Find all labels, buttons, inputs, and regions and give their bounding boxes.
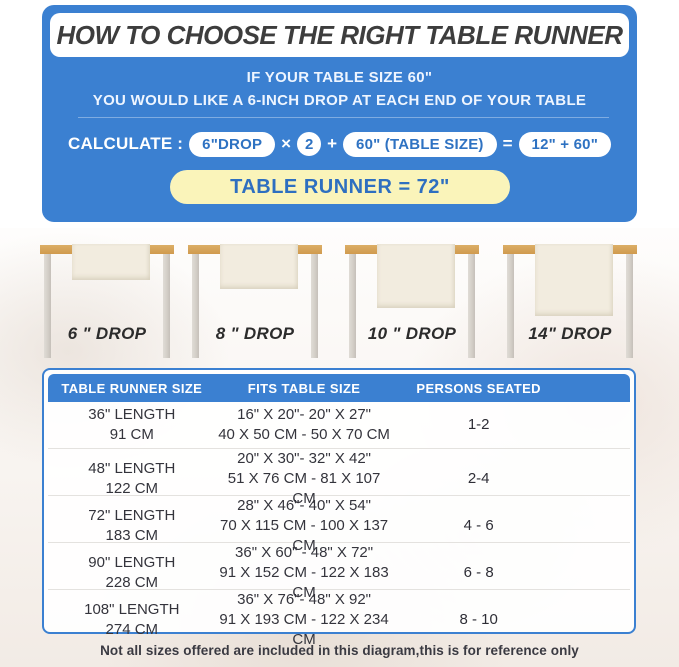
instructions-panel: HOW TO CHOOSE THE RIGHT TABLE RUNNER IF …	[42, 5, 637, 222]
drop-pill: 6"DROP	[189, 131, 276, 157]
table-leg-right	[163, 254, 170, 358]
cell-fits-table: 16" X 20"- 20" X 27" 40 X 50 CM - 50 X 7…	[216, 405, 393, 445]
runner-cloth	[72, 244, 150, 280]
cell-persons: 8 - 10	[459, 610, 498, 628]
multiplier-badge: 2	[297, 132, 322, 156]
table-row: 36" LENGTH 91 CM 16" X 20"- 20" X 27" 40…	[48, 402, 630, 448]
fits-size-inches: 36" X 60" - 48" X 72"	[235, 544, 374, 561]
table-size-pill: 60" (TABLE SIZE)	[343, 131, 497, 157]
fits-size-cm: 91 X 193 CM - 122 X 234 CM	[219, 610, 389, 648]
runner-size-inches: 90" LENGTH	[88, 553, 176, 571]
runner-size-inches: 72" LENGTH	[88, 506, 176, 524]
equals-operator: =	[502, 134, 513, 153]
fits-size-inches: 20" X 30"- 32" X 42"	[237, 450, 372, 467]
header-cell-persons: PERSONS SEATED	[416, 380, 541, 396]
table-leg-left	[192, 254, 199, 358]
drop-diagram-10in: 10 " DROP	[345, 238, 479, 362]
runner-size-cm: 274 CM	[105, 620, 159, 638]
fits-size-inches: 28" X 46"- 40" X 54"	[237, 497, 372, 514]
table-leg-right	[626, 254, 633, 358]
header-cell-fits-table: FITS TABLE SIZE	[247, 380, 361, 396]
fits-size-cm: 70 X 115 CM - 100 X 137 CM	[219, 516, 389, 554]
runner-size-inches: 36" LENGTH	[88, 406, 176, 424]
table-header-row: TABLE RUNNER SIZE FITS TABLE SIZE PERSON…	[48, 374, 630, 402]
multiply-operator: ×	[281, 134, 292, 153]
table-row: 90" LENGTH 228 CM 36" X 60" - 48" X 72" …	[48, 542, 630, 601]
page-title: HOW TO CHOOSE THE RIGHT TABLE RUNNER	[56, 19, 623, 50]
calculate-label: CALCULATE :	[67, 134, 184, 153]
table-leg-left	[507, 254, 514, 358]
cell-fits-table: 20" X 30"- 32" X 42" 51 X 76 CM - 81 X 1…	[216, 449, 393, 508]
cell-runner-size: 48" LENGTH 122 CM	[48, 459, 216, 499]
table-row: 72" LENGTH 183 CM 28" X 46"- 40" X 54" 7…	[48, 495, 630, 554]
header-cell-runner-size: TABLE RUNNER SIZE	[61, 380, 203, 396]
cell-persons: 6 - 8	[463, 563, 494, 581]
fits-size-inches: 36" X 76"- 48" X 92"	[237, 591, 372, 608]
title-banner: HOW TO CHOOSE THE RIGHT TABLE RUNNER	[50, 13, 629, 57]
sum-pill: 12" + 60"	[518, 131, 612, 157]
drop-diagram-8in: 8 " DROP	[188, 238, 322, 362]
result-text: TABLE RUNNER = 72"	[230, 175, 450, 198]
cell-fits-table: 36" X 60" - 48" X 72" 91 X 152 CM - 122 …	[216, 543, 393, 602]
drop-label: 6 " DROP	[67, 324, 147, 343]
drop-diagram-6in: 6 " DROP	[40, 238, 174, 362]
table-body: 36" LENGTH 91 CM 16" X 20"- 20" X 27" 40…	[48, 402, 630, 648]
fits-size-cm: 40 X 50 CM - 50 X 70 CM	[218, 426, 390, 443]
cell-fits-table: 28" X 46"- 40" X 54" 70 X 115 CM - 100 X…	[216, 496, 393, 555]
size-reference-table: TABLE RUNNER SIZE FITS TABLE SIZE PERSON…	[42, 368, 636, 648]
cell-runner-size: 72" LENGTH 183 CM	[48, 506, 216, 546]
cell-runner-size: 90" LENGTH 228 CM	[48, 553, 216, 593]
cell-fits-table: 36" X 76"- 48" X 92" 91 X 193 CM - 122 X…	[216, 590, 393, 649]
runner-size-inches: 48" LENGTH	[88, 459, 176, 477]
cell-persons: 4 - 6	[463, 516, 494, 534]
cell-runner-size: 108" LENGTH 274 CM	[48, 600, 216, 640]
drop-label: 8 " DROP	[215, 324, 295, 343]
table-leg-right	[468, 254, 475, 358]
table-leg-left	[349, 254, 356, 358]
runner-cloth	[535, 244, 613, 316]
fits-size-cm: 91 X 152 CM - 122 X 183 CM	[219, 563, 389, 601]
runner-size-cm: 91 CM	[109, 426, 154, 443]
drop-label: 14" DROP	[528, 324, 612, 343]
table-row: 48" LENGTH 122 CM 20" X 30"- 32" X 42" 5…	[48, 448, 630, 507]
runner-size-inches: 108" LENGTH	[84, 600, 180, 618]
panel-divider	[78, 117, 609, 118]
runner-size-cm: 122 CM	[105, 479, 159, 497]
cell-persons: 1-2	[467, 416, 490, 434]
table-row: 108" LENGTH 274 CM 36" X 76"- 48" X 92" …	[48, 589, 630, 648]
fits-size-inches: 16" X 20"- 20" X 27"	[237, 406, 372, 424]
drop-label: 10 " DROP	[367, 324, 457, 343]
table-leg-left	[44, 254, 51, 358]
result-pill: TABLE RUNNER = 72"	[170, 170, 510, 204]
calculation-row: CALCULATE : 6"DROP × 2 + 60" (TABLE SIZE…	[42, 130, 637, 158]
drop-diagram-14in: 14" DROP	[503, 238, 637, 362]
fits-size-cm: 51 X 76 CM - 81 X 107 CM	[227, 469, 381, 507]
runner-size-cm: 228 CM	[105, 573, 159, 591]
footnote: Not all sizes offered are included in th…	[100, 643, 579, 658]
subtitle-line-2: YOU WOULD LIKE A 6-INCH DROP AT EACH END…	[92, 92, 587, 109]
runner-cloth	[377, 244, 455, 308]
cell-runner-size: 36" LENGTH 91 CM	[48, 405, 216, 445]
subtitle-line-1: IF YOUR TABLE SIZE 60"	[246, 69, 433, 86]
cell-persons: 2-4	[467, 469, 490, 487]
runner-cloth	[220, 244, 298, 289]
plus-operator: +	[327, 134, 338, 153]
runner-size-cm: 183 CM	[105, 526, 159, 544]
table-leg-right	[311, 254, 318, 358]
